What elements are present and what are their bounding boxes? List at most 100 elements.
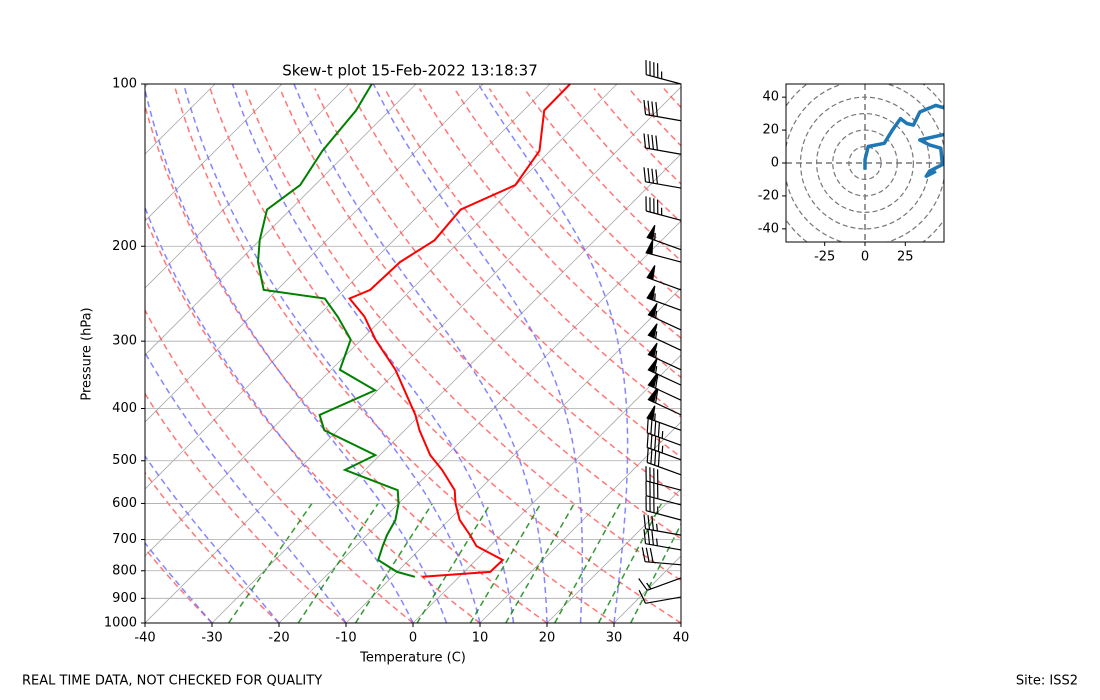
moist-adiabat: [293, 84, 548, 623]
y-tick-label: 100: [112, 77, 137, 92]
isotherm: [145, 84, 216, 155]
isotherm: [145, 84, 283, 222]
y-tick-label: 300: [112, 334, 137, 349]
mixing-ratio-line: [597, 503, 663, 623]
isotherm: [680, 622, 681, 623]
y-axis-label: Pressure (hPa): [80, 307, 95, 400]
wind-barb: [646, 265, 682, 291]
x-axis-label: Temperature (C): [359, 651, 466, 666]
wind-barb: [646, 432, 682, 461]
mixing-ratio-line: [227, 502, 313, 623]
wind-barb: [646, 285, 682, 311]
y-tick-label: 40: [762, 90, 779, 105]
x-tick-label: 30: [606, 631, 623, 646]
x-tick-label: -40: [134, 631, 155, 646]
y-tick-label: 400: [112, 401, 137, 416]
dry-adiabat: [145, 547, 213, 623]
dry-adiabat: [523, 88, 681, 262]
wind-barb: [643, 99, 682, 122]
isotherm: [0, 84, 14, 623]
moist-adiabat: [145, 541, 213, 623]
dry-adiabat: [349, 88, 681, 458]
wind-barb: [646, 224, 682, 251]
dry-adiabat: [174, 88, 615, 623]
moist-adiabat: [145, 205, 414, 623]
isotherm: [145, 84, 618, 557]
dry-adiabat: [593, 88, 681, 186]
isotherm: [145, 84, 484, 423]
chart-title: Skew-t plot 15-Feb-2022 13:18:37: [282, 62, 538, 80]
isotherm: [145, 84, 551, 490]
isotherm: [479, 421, 681, 623]
isotherm: [0, 84, 81, 623]
moist-adiabat: [145, 86, 448, 623]
moist-adiabat: [372, 84, 584, 623]
dry-adiabat: [145, 215, 481, 623]
mixing-ratio-line: [469, 503, 542, 623]
wind-barb: [641, 547, 682, 566]
hodograph-line: [863, 103, 944, 178]
isotherm: [211, 153, 681, 623]
wind-barb: [645, 481, 682, 506]
dry-adiabat: [663, 88, 681, 109]
dry-adiabat: [244, 88, 681, 582]
y-tick-label: 900: [112, 591, 137, 606]
dry-adiabat: [209, 88, 681, 623]
wind-barb: [645, 239, 682, 263]
mixing-ratio-line: [505, 503, 575, 623]
y-tick-label: -20: [758, 188, 779, 203]
x-tick-label: 10: [472, 631, 489, 646]
y-tick-label: 500: [112, 453, 137, 468]
wind-barb: [647, 302, 682, 331]
y-tick-label: 20: [762, 123, 779, 138]
y-tick-label: 1000: [104, 616, 137, 631]
dry-adiabat: [279, 88, 681, 540]
wind-barb: [638, 589, 682, 604]
plot-frame: [785, 83, 945, 243]
wind-barb: [645, 196, 682, 221]
isotherm: [278, 220, 681, 623]
wind-barb: [643, 167, 682, 189]
dry-adiabat: [488, 88, 681, 301]
x-tick-label: 0: [861, 250, 869, 265]
profile-line: [256, 84, 416, 578]
profile-line: [347, 84, 571, 578]
wind-barb: [645, 60, 682, 85]
profile-lines: [256, 84, 571, 578]
wind-barb: [638, 577, 682, 591]
y-tick-label: -40: [758, 221, 779, 236]
moist-adiabat: [477, 84, 629, 623]
mixing-ratio-line: [297, 502, 379, 623]
x-tick-label: -10: [335, 631, 356, 646]
dry-adiabat: [418, 88, 681, 379]
wind-barb: [647, 342, 682, 371]
isotherm: [613, 555, 681, 623]
wind-barb: [645, 466, 682, 491]
y-tick-label: 200: [112, 239, 137, 254]
x-tick-label: -20: [268, 631, 289, 646]
x-tick-label: 25: [897, 250, 914, 265]
y-tick-label: 700: [112, 532, 137, 547]
y-tick-label: 0: [771, 156, 779, 171]
wind-barb: [643, 133, 682, 155]
isotherm: [546, 488, 681, 623]
dry-adiabat: [384, 88, 681, 418]
wind-barb: [647, 387, 682, 416]
moist-adiabat: [231, 84, 515, 623]
x-tick-label: 0: [409, 631, 417, 646]
x-tick-label: -25: [814, 250, 835, 265]
wind-barb: [647, 358, 682, 386]
moist-adiabat: [145, 454, 280, 623]
isotherm: [145, 86, 681, 623]
hodograph-lines: [863, 103, 944, 178]
dry-adiabat: [314, 88, 681, 499]
footer-note: REAL TIME DATA, NOT CHECKED FOR QUALITY: [22, 674, 322, 689]
x-tick-label: -30: [201, 631, 222, 646]
wind-barb: [645, 496, 682, 521]
wind-barb: [643, 514, 682, 536]
isotherm: [412, 354, 681, 623]
x-tick-label: 20: [539, 631, 556, 646]
mixing-ratio-line: [416, 503, 492, 623]
